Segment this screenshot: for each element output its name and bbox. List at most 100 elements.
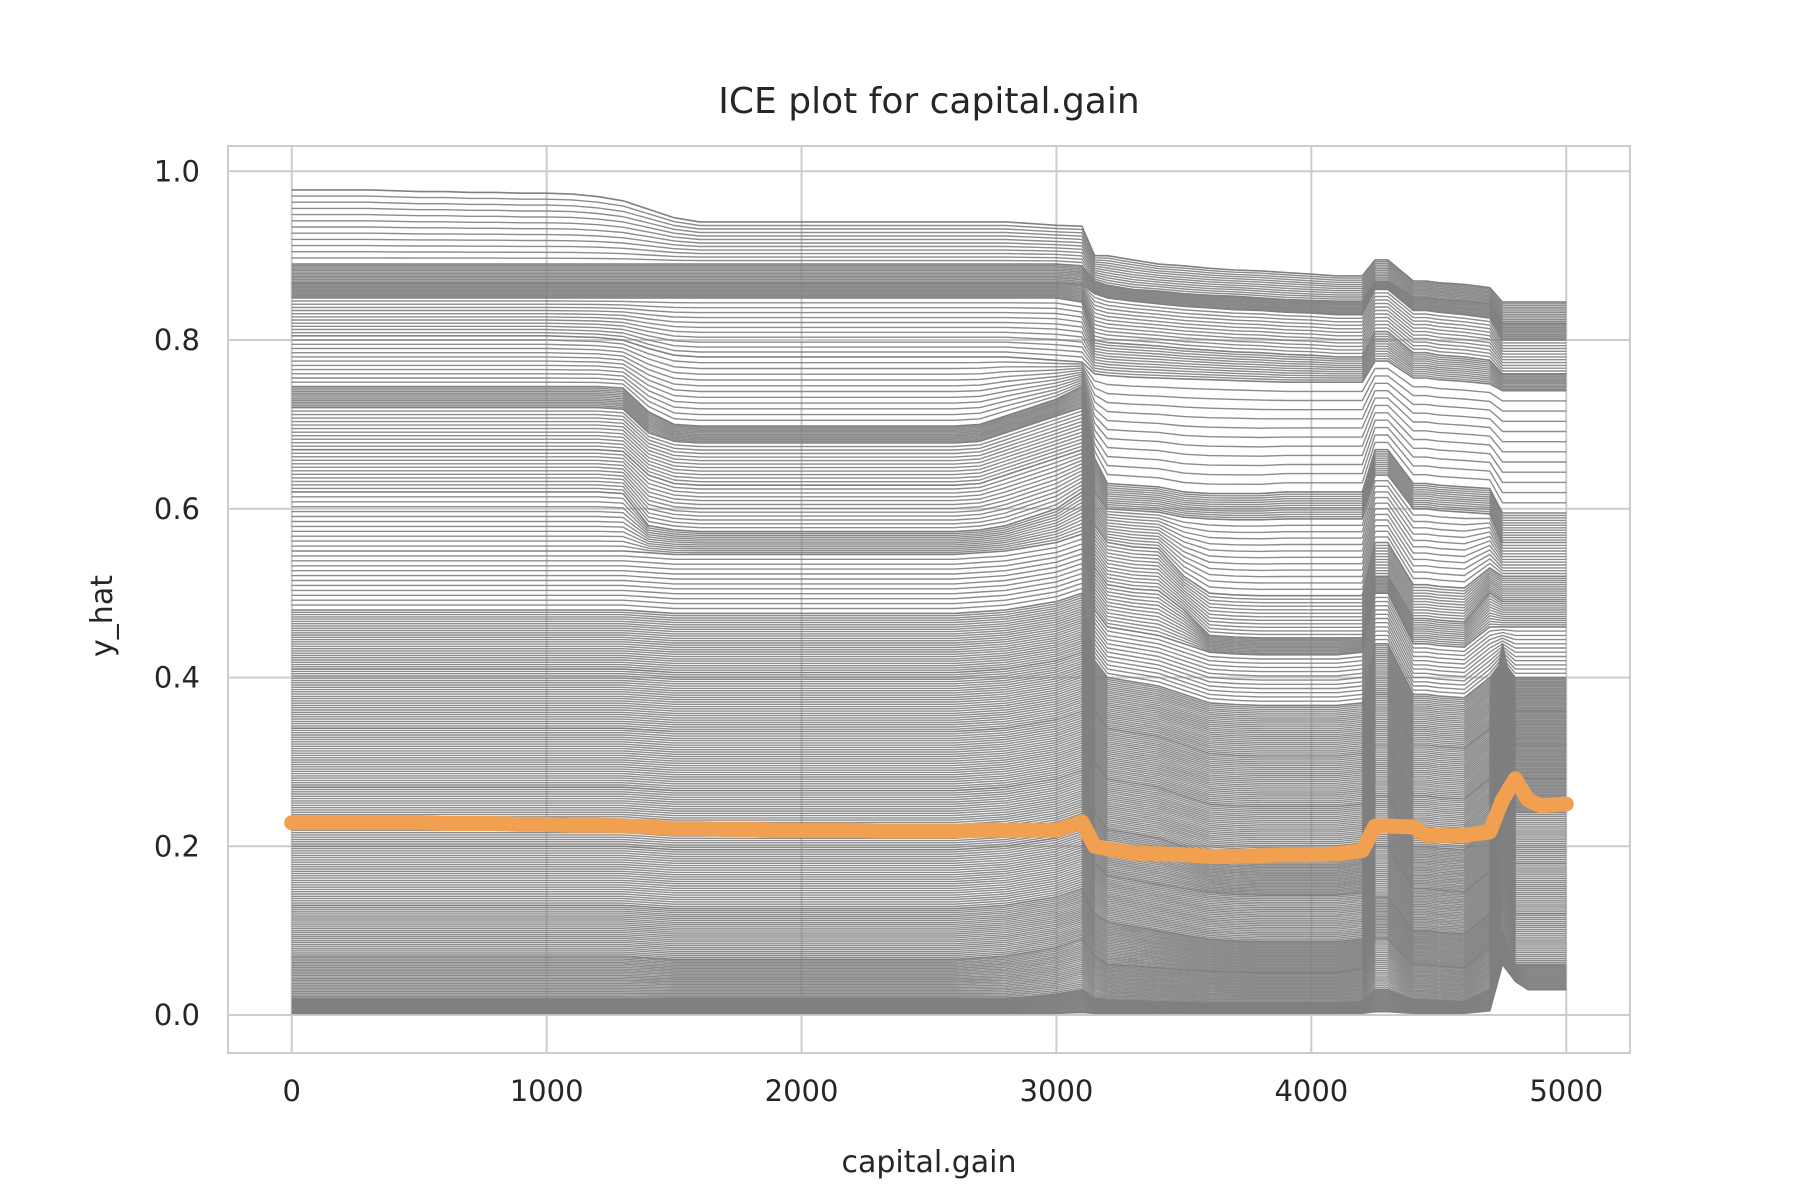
ice-line xyxy=(291,505,1567,645)
ice-line xyxy=(291,796,1567,951)
ice-line xyxy=(291,195,1567,305)
ice-line xyxy=(291,201,1567,307)
ice-line xyxy=(291,466,1567,614)
ice-line xyxy=(291,926,1567,1003)
ice-line xyxy=(291,487,1567,636)
ice-line xyxy=(291,306,1567,379)
ice-line xyxy=(291,747,1567,909)
ice-line xyxy=(291,431,1567,565)
ice-line xyxy=(291,760,1567,923)
ice-line xyxy=(291,680,1567,814)
x-tick-label: 0 xyxy=(283,1074,301,1108)
ice-line xyxy=(291,855,1567,978)
ice-line xyxy=(291,735,1567,896)
ice-line xyxy=(291,791,1567,949)
ice-line xyxy=(291,232,1567,316)
ice-line xyxy=(291,610,1567,722)
ice-line xyxy=(291,732,1567,891)
ice-line xyxy=(291,693,1567,833)
ice-line xyxy=(291,843,1567,973)
ice-line xyxy=(291,683,1567,818)
ice-line xyxy=(291,878,1567,986)
ice-line xyxy=(291,801,1567,954)
ice-line xyxy=(291,405,1567,541)
plot-area-frame xyxy=(227,145,1631,1054)
ice-line xyxy=(291,887,1567,989)
ice-line xyxy=(291,758,1567,921)
ice-line xyxy=(291,484,1567,632)
ice-line xyxy=(291,420,1567,555)
ice-line xyxy=(291,274,1567,334)
ice-line xyxy=(291,452,1567,600)
ice-line xyxy=(291,398,1567,531)
ice-line xyxy=(291,631,1567,740)
y-tick-label: 1.0 xyxy=(154,154,200,188)
ice-line xyxy=(291,761,1567,925)
ice-line xyxy=(291,508,1567,646)
ice-line xyxy=(291,913,1567,999)
ice-line xyxy=(291,635,1567,744)
ice-line xyxy=(291,676,1567,808)
ice-line xyxy=(291,599,1567,712)
ice-line xyxy=(291,874,1567,985)
ice-line xyxy=(291,519,1567,650)
ice-line xyxy=(291,884,1567,988)
ice-line xyxy=(291,522,1567,652)
ice-line xyxy=(291,300,1567,376)
ice-line xyxy=(291,721,1567,874)
ice-line xyxy=(291,617,1567,728)
ice-line xyxy=(291,827,1567,966)
ice-line xyxy=(291,755,1567,918)
ice-line xyxy=(291,417,1567,552)
ice-line xyxy=(291,783,1567,945)
ice-line xyxy=(291,674,1567,804)
ice-line xyxy=(291,682,1567,816)
ice-line xyxy=(291,685,1567,821)
ice-line xyxy=(291,553,1567,673)
ice-line xyxy=(291,917,1567,1000)
ice-line xyxy=(291,675,1567,806)
ice-line xyxy=(291,356,1567,443)
ice-line xyxy=(291,734,1567,895)
ice-line xyxy=(291,512,1567,647)
ice-line xyxy=(291,653,1567,773)
ice-line xyxy=(291,910,1567,997)
ice-line xyxy=(291,881,1567,987)
ice-line xyxy=(291,640,1567,747)
ice-line xyxy=(291,292,1567,364)
ice-line xyxy=(291,347,1567,422)
ice-line xyxy=(291,643,1567,757)
ice-line xyxy=(291,897,1567,993)
ice-line xyxy=(291,679,1567,812)
x-tick-label: 4000 xyxy=(1274,1074,1348,1108)
ice-line xyxy=(291,582,1567,698)
ice-line xyxy=(291,269,1567,330)
ice-line xyxy=(291,711,1567,860)
ice-line xyxy=(291,689,1567,827)
ice-line xyxy=(291,562,1567,681)
ice-line xyxy=(291,325,1567,388)
pdp-line-group xyxy=(284,771,1574,864)
ice-line xyxy=(291,615,1567,726)
ice-line xyxy=(291,894,1567,992)
ice-line xyxy=(291,445,1567,591)
ice-line xyxy=(291,633,1567,742)
ice-line xyxy=(291,832,1567,968)
ice-line xyxy=(291,501,1567,643)
ice-line xyxy=(291,739,1567,900)
ice-line xyxy=(291,852,1567,976)
x-tick-label: 5000 xyxy=(1529,1074,1603,1108)
ice-line xyxy=(291,718,1567,870)
ice-line xyxy=(291,399,1567,534)
ice-line xyxy=(291,601,1567,714)
ice-line xyxy=(291,529,1567,655)
ice-line xyxy=(291,226,1567,314)
ice-line xyxy=(291,456,1567,604)
ice-line xyxy=(291,750,1567,912)
ice-line xyxy=(291,238,1567,317)
ice-line xyxy=(291,644,1567,751)
ice-line xyxy=(291,835,1567,969)
ice-line xyxy=(291,766,1567,930)
ice-line xyxy=(291,837,1567,970)
